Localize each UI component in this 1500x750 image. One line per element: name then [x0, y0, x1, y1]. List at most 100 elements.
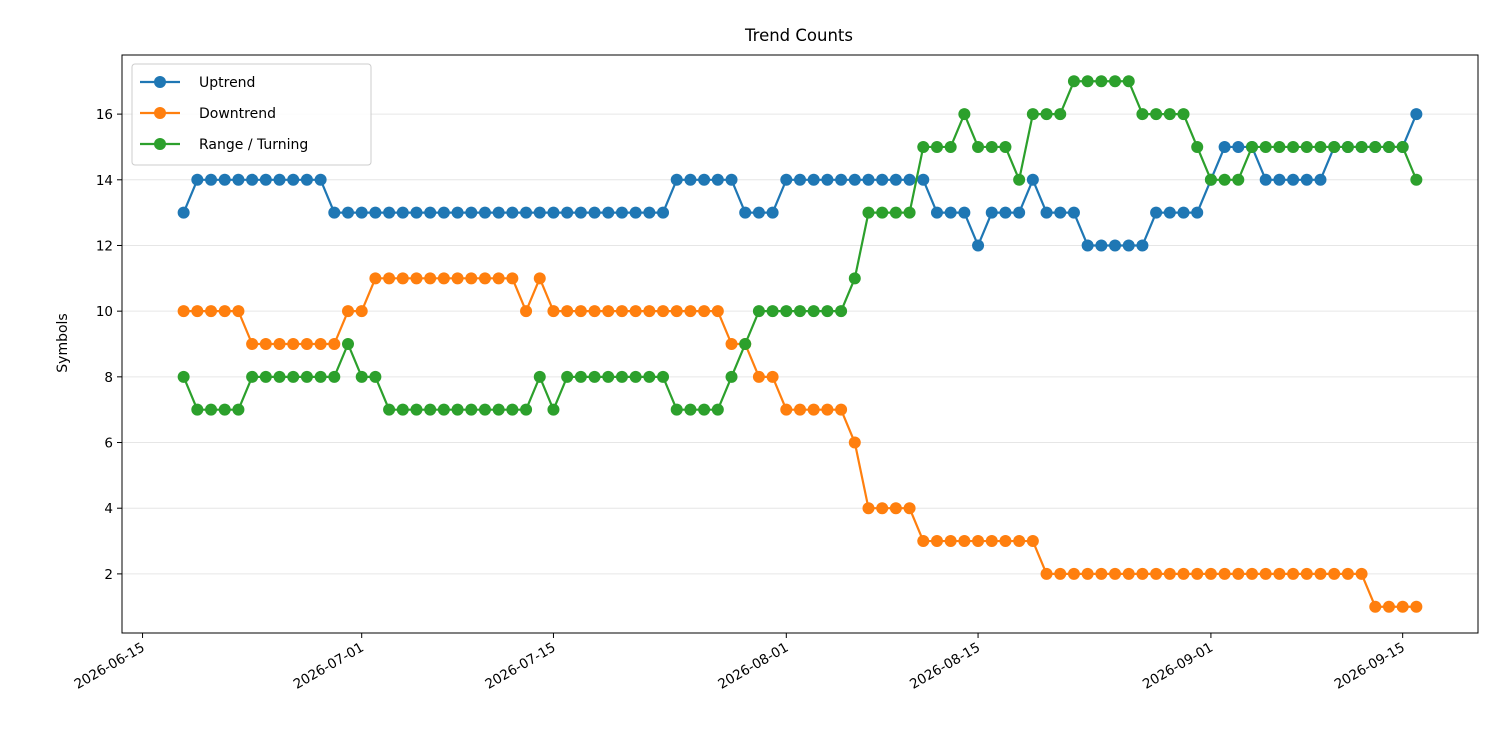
series-downtrend-point	[1273, 567, 1286, 580]
series-uptrend-point	[314, 173, 327, 186]
series-uptrend-point	[478, 206, 491, 219]
series-range-turning-point	[985, 140, 998, 153]
series-uptrend-point	[1300, 173, 1313, 186]
series-downtrend-point	[780, 403, 793, 416]
series-uptrend-point	[1109, 239, 1122, 252]
series-uptrend-point	[287, 173, 300, 186]
series-uptrend-point	[574, 206, 587, 219]
series-downtrend-point	[889, 502, 902, 515]
series-uptrend-point	[1410, 108, 1423, 121]
series-uptrend-point	[643, 206, 656, 219]
series-downtrend-point	[205, 305, 218, 318]
y-tick-label-16: 16	[96, 107, 113, 123]
series-uptrend-point	[615, 206, 628, 219]
series-range-turning-point	[629, 370, 642, 383]
series-uptrend-point	[958, 206, 971, 219]
series-downtrend-point	[958, 535, 971, 548]
series-downtrend-point	[246, 338, 259, 350]
series-range-turning-point	[972, 140, 985, 153]
series-range-turning-point	[794, 305, 806, 318]
series-range-turning-point	[1095, 75, 1108, 88]
series-range-turning-point	[451, 403, 464, 416]
series-downtrend-point	[1300, 567, 1313, 580]
series-range-turning-point	[205, 403, 218, 416]
series-downtrend-point	[355, 305, 368, 318]
series-downtrend-point	[985, 535, 998, 548]
series-range-turning-point	[465, 403, 478, 416]
series-range-turning-point	[944, 140, 957, 153]
series-downtrend-point	[1067, 567, 1080, 580]
series-uptrend-point	[1287, 173, 1300, 186]
series-range-turning-point	[1150, 108, 1163, 121]
series-range-turning-point	[807, 305, 820, 318]
series-range-turning-point	[1314, 140, 1327, 153]
series-uptrend-point	[355, 206, 368, 219]
series-downtrend-point	[657, 305, 670, 318]
series-downtrend-point	[1122, 567, 1135, 580]
series-downtrend-point	[903, 502, 916, 515]
series-range-turning-point	[1177, 108, 1190, 121]
series-downtrend-point	[629, 305, 642, 318]
series-downtrend-point	[1081, 567, 1094, 580]
series-range-turning-point	[711, 403, 724, 416]
series-range-turning-point	[342, 338, 354, 350]
series-uptrend-point	[930, 206, 943, 219]
series-downtrend	[177, 272, 1423, 613]
series-range-turning-point	[1355, 140, 1368, 153]
series-range-turning-point	[314, 370, 327, 383]
series-range-turning-point	[561, 370, 574, 383]
legend-box	[131, 63, 372, 166]
series-uptrend-point	[561, 206, 574, 219]
y-tick-label-8: 8	[104, 370, 113, 386]
series-downtrend-point	[1328, 567, 1341, 580]
series-range-turning-point	[437, 403, 450, 416]
series-uptrend-point	[821, 173, 834, 186]
series-range-turning-point	[1109, 75, 1122, 88]
series-uptrend-point	[889, 173, 902, 186]
series-range-turning-point	[1273, 140, 1286, 153]
legend-item-range-turning-marker	[154, 138, 166, 150]
series-range-turning-point	[725, 370, 738, 383]
series-range-turning-point	[1204, 173, 1217, 186]
series-range-turning-point	[1013, 173, 1026, 186]
series-downtrend-point	[602, 305, 615, 318]
series-uptrend-point	[657, 206, 670, 219]
series-downtrend-point	[520, 305, 533, 318]
series-uptrend-point	[766, 206, 779, 219]
series-uptrend-point	[232, 173, 245, 186]
y-tick-label-2: 2	[104, 567, 113, 583]
series-range-turning-point	[1067, 75, 1080, 88]
series-downtrend-point	[1396, 600, 1409, 613]
series-uptrend-point	[780, 173, 793, 186]
series-downtrend-point	[766, 370, 779, 383]
series-downtrend-point	[383, 272, 396, 285]
series-range-turning-point	[821, 305, 834, 318]
series-range-turning-point	[835, 305, 848, 318]
series-range-turning-point	[232, 403, 245, 416]
series-range-turning-point	[1382, 140, 1395, 153]
series-range-turning-point	[615, 370, 628, 383]
series-downtrend-point	[478, 272, 491, 285]
series-range-turning-point	[752, 305, 765, 318]
series-range-turning-point	[383, 403, 396, 416]
series-range-turning-point	[547, 403, 560, 416]
series-uptrend-point	[752, 206, 765, 219]
series-downtrend-point	[465, 272, 478, 285]
series-uptrend-point	[1163, 206, 1176, 219]
series-uptrend-point	[944, 206, 957, 219]
series-downtrend-point	[1410, 600, 1423, 613]
series-downtrend-point	[273, 338, 286, 350]
series-uptrend-point	[246, 173, 259, 186]
series-uptrend-point	[999, 206, 1012, 219]
series-downtrend-point	[1259, 567, 1272, 580]
series-range-turning-point	[1054, 108, 1067, 121]
series-range-turning-point	[369, 370, 382, 383]
series-range-turning-point	[999, 140, 1012, 153]
series-uptrend-point	[739, 206, 752, 219]
series-downtrend-point	[999, 535, 1012, 548]
series-range-turning-point	[273, 370, 286, 383]
series-uptrend-point	[533, 206, 546, 219]
series-downtrend-point	[821, 403, 834, 416]
series-downtrend-point	[314, 338, 327, 350]
series-uptrend-point	[794, 173, 806, 186]
